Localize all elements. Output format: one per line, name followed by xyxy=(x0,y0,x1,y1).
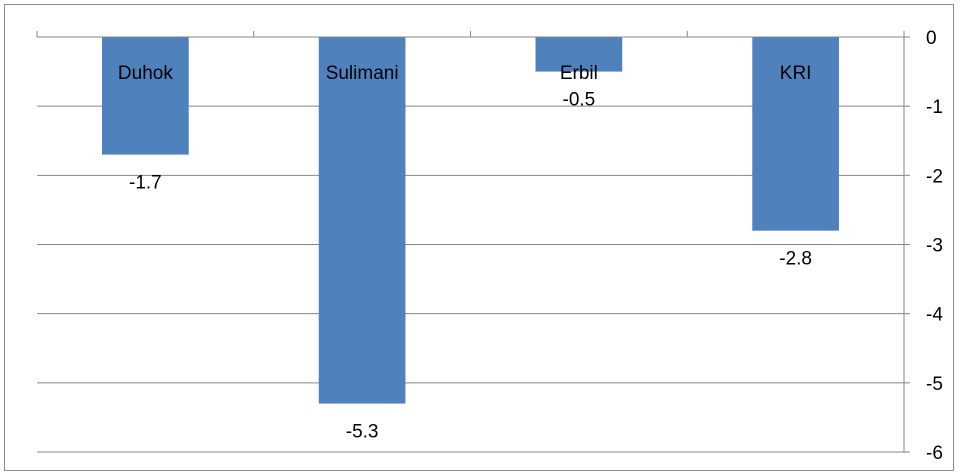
axes xyxy=(36,31,910,453)
category-label: Duhok xyxy=(118,63,173,84)
labels: 0 -1 -2 -3 -4 -5 -6 Duhok -1.7 Sulimani -5.3 Erbil -… xyxy=(118,28,943,464)
bar-duhok xyxy=(102,37,189,155)
y-tick-label: -4 xyxy=(926,305,943,326)
category-label: Sulimani xyxy=(326,63,399,84)
data-label: -2.8 xyxy=(779,249,812,270)
y-tick-label: -1 xyxy=(926,97,943,118)
data-label: -5.3 xyxy=(346,422,379,443)
data-label: -1.7 xyxy=(129,173,162,194)
y-tick-label: -3 xyxy=(926,236,943,257)
category-label: Erbil xyxy=(560,63,598,84)
y-tick-label: -6 xyxy=(926,443,943,464)
category-label: KRI xyxy=(780,63,812,84)
bar-kri xyxy=(752,37,839,231)
y-tick-label: -5 xyxy=(926,374,943,395)
data-label: -0.5 xyxy=(563,90,596,111)
y-tick-label: -2 xyxy=(926,166,943,187)
y-tick-label: 0 xyxy=(926,28,937,49)
bar-sulimani xyxy=(318,37,406,404)
bars xyxy=(102,37,839,404)
bar-erbil xyxy=(535,37,623,72)
